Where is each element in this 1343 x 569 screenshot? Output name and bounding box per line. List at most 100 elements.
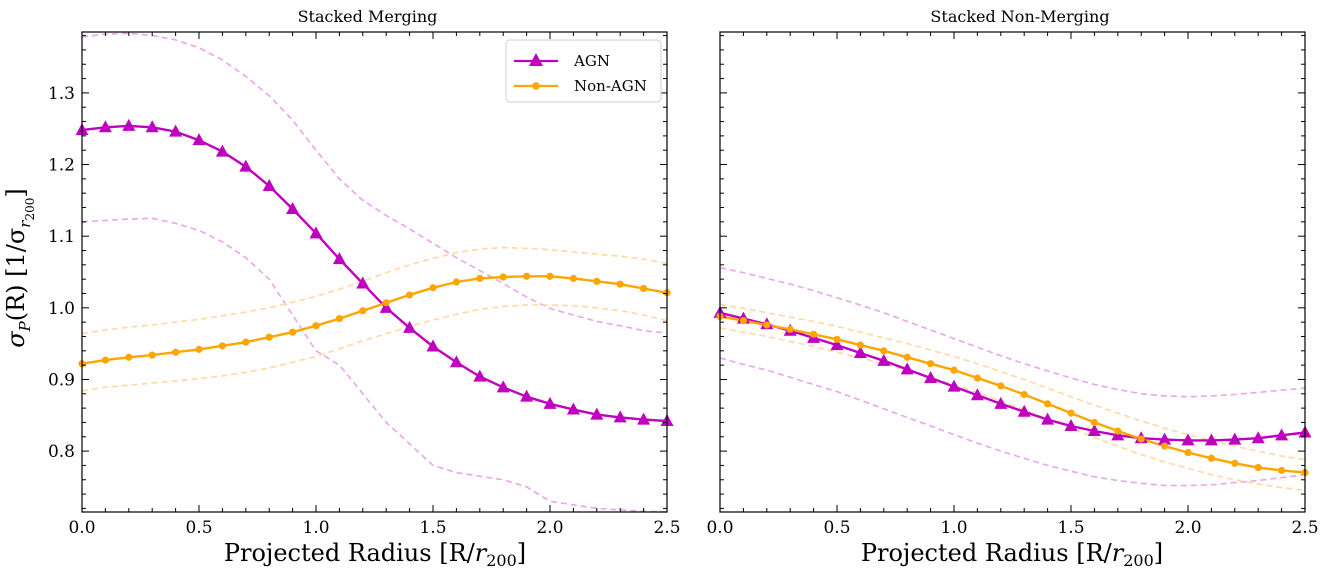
- band-upper-non-agn: [719, 303, 1306, 461]
- marker-non-agn: [242, 338, 250, 346]
- panel-stacked-non-merging: Stacked Non-Merging 0.0 0.5 1.0 1.5 2.0 2.5 P…: [706, 7, 1318, 569]
- y-tick-label: 1.3: [48, 84, 75, 104]
- y-tick-label: 1.1: [48, 227, 75, 247]
- marker-agn: [853, 345, 867, 358]
- marker-non-agn: [359, 307, 367, 315]
- axis-tick-labels: 0.0 0.5 1.0 1.5 2.0 2.5 0.8 0.9 1.0 1.1 1.2 1.3: [48, 84, 681, 538]
- panel-stacked-merging: Stacked Merging 0.0 0.5 1.0 1.5 2.0 2.5 0.8 0.9…: [48, 7, 681, 569]
- marker-non-agn: [125, 353, 133, 361]
- x-tick-label: 0.0: [706, 518, 733, 538]
- marker-agn: [403, 320, 417, 333]
- marker-non-agn: [172, 348, 180, 356]
- marker-agn: [145, 120, 159, 133]
- marker-agn: [122, 118, 136, 131]
- marker-agn: [169, 124, 183, 137]
- x-tick-label: 1.0: [302, 518, 329, 538]
- marker-non-agn: [927, 360, 935, 368]
- marker-non-agn: [546, 272, 554, 280]
- marker-non-agn: [1020, 390, 1028, 399]
- marker-agn: [1275, 428, 1289, 441]
- marker-non-agn: [523, 272, 531, 280]
- marker-agn: [356, 276, 370, 289]
- legend-entry-agn: AGN: [514, 52, 610, 70]
- marker-non-agn: [406, 291, 414, 299]
- marker-agn: [543, 396, 557, 409]
- marker-non-agn: [593, 277, 601, 285]
- marker-non-agn: [312, 322, 320, 330]
- x-tick-label: 2.5: [653, 518, 680, 538]
- plot-frame: [81, 31, 668, 513]
- axis-ticks: [719, 32, 1306, 512]
- x-tick-label: 2.0: [536, 518, 563, 538]
- x-axis-label: Projected Radius [R/r200]: [861, 539, 1163, 569]
- marker-agn: [924, 371, 938, 384]
- x-axis-label: Projected Radius [R/r200]: [224, 539, 526, 569]
- marker-agn: [98, 120, 112, 133]
- marker-agn: [947, 379, 961, 392]
- marker-agn: [877, 353, 891, 366]
- marker-non-agn: [1184, 448, 1192, 457]
- marker-non-agn: [616, 280, 624, 288]
- y-tick-label: 0.8: [48, 442, 75, 462]
- marker-non-agn: [950, 366, 958, 374]
- legend-label-agn: AGN: [573, 52, 610, 70]
- marker-non-agn: [289, 328, 297, 336]
- marker-non-agn: [569, 274, 578, 283]
- legend-label-non-agn: Non-AGN: [574, 77, 647, 95]
- marker-non-agn: [856, 341, 865, 349]
- marker-non-agn: [195, 345, 203, 353]
- axis-tick-labels: 0.0 0.5 1.0 1.5 2.0 2.5: [706, 518, 1318, 538]
- marker-non-agn: [499, 273, 507, 281]
- y-tick-label: 1.0: [48, 299, 75, 319]
- marker-agn: [830, 338, 844, 351]
- series-markers: [713, 305, 1312, 477]
- marker-agn: [239, 159, 253, 172]
- marker-non-agn: [997, 382, 1005, 390]
- marker-non-agn: [1254, 463, 1262, 472]
- marker-non-agn: [1067, 409, 1075, 417]
- marker-agn: [970, 388, 984, 401]
- marker-non-agn: [382, 299, 390, 307]
- marker-agn: [309, 226, 323, 239]
- marker-agn: [473, 369, 487, 382]
- marker-agn: [1041, 412, 1055, 425]
- marker-agn: [379, 300, 393, 313]
- x-tick-label: 2.0: [1174, 518, 1201, 538]
- band-lower-agn: [81, 217, 668, 513]
- marker-non-agn: [148, 351, 156, 359]
- marker-non-agn: [640, 284, 648, 293]
- marker-agn: [1181, 433, 1195, 446]
- x-tick-label: 1.5: [1057, 518, 1084, 538]
- x-tick-label: 0.0: [68, 518, 95, 538]
- marker-non-agn: [903, 353, 911, 361]
- marker-agn: [900, 362, 914, 375]
- x-tick-label: 1.0: [940, 518, 967, 538]
- marker-non-agn: [265, 333, 273, 341]
- marker-non-agn: [810, 330, 818, 338]
- marker-non-agn: [1207, 454, 1215, 462]
- marker-agn: [1251, 431, 1265, 444]
- band-upper-agn: [719, 266, 1306, 398]
- series-line-non-agn: [719, 315, 1306, 474]
- panel-title: Stacked Non-Merging: [930, 7, 1109, 26]
- marker-non-agn: [1278, 466, 1286, 475]
- legend-triangle-icon: [529, 53, 543, 66]
- band-lower-non-agn: [719, 327, 1306, 492]
- marker-agn: [994, 396, 1008, 409]
- marker-agn: [262, 179, 276, 192]
- y-tick-label: 0.9: [48, 370, 75, 390]
- marker-agn: [449, 355, 463, 368]
- series-markers: [75, 118, 674, 427]
- band-upper-agn: [81, 32, 668, 334]
- marker-non-agn: [1137, 435, 1145, 443]
- marker-agn: [613, 410, 627, 423]
- marker-agn: [332, 252, 346, 265]
- x-tick-label: 0.5: [185, 518, 212, 538]
- marker-agn: [1228, 432, 1242, 445]
- band-lines: [81, 32, 668, 513]
- series-line-non-agn: [81, 275, 668, 365]
- marker-agn: [426, 339, 440, 352]
- band-lines: [719, 266, 1306, 492]
- marker-non-agn: [1231, 459, 1239, 467]
- y-axis-label: σP(R) [1/σr200]: [2, 188, 37, 347]
